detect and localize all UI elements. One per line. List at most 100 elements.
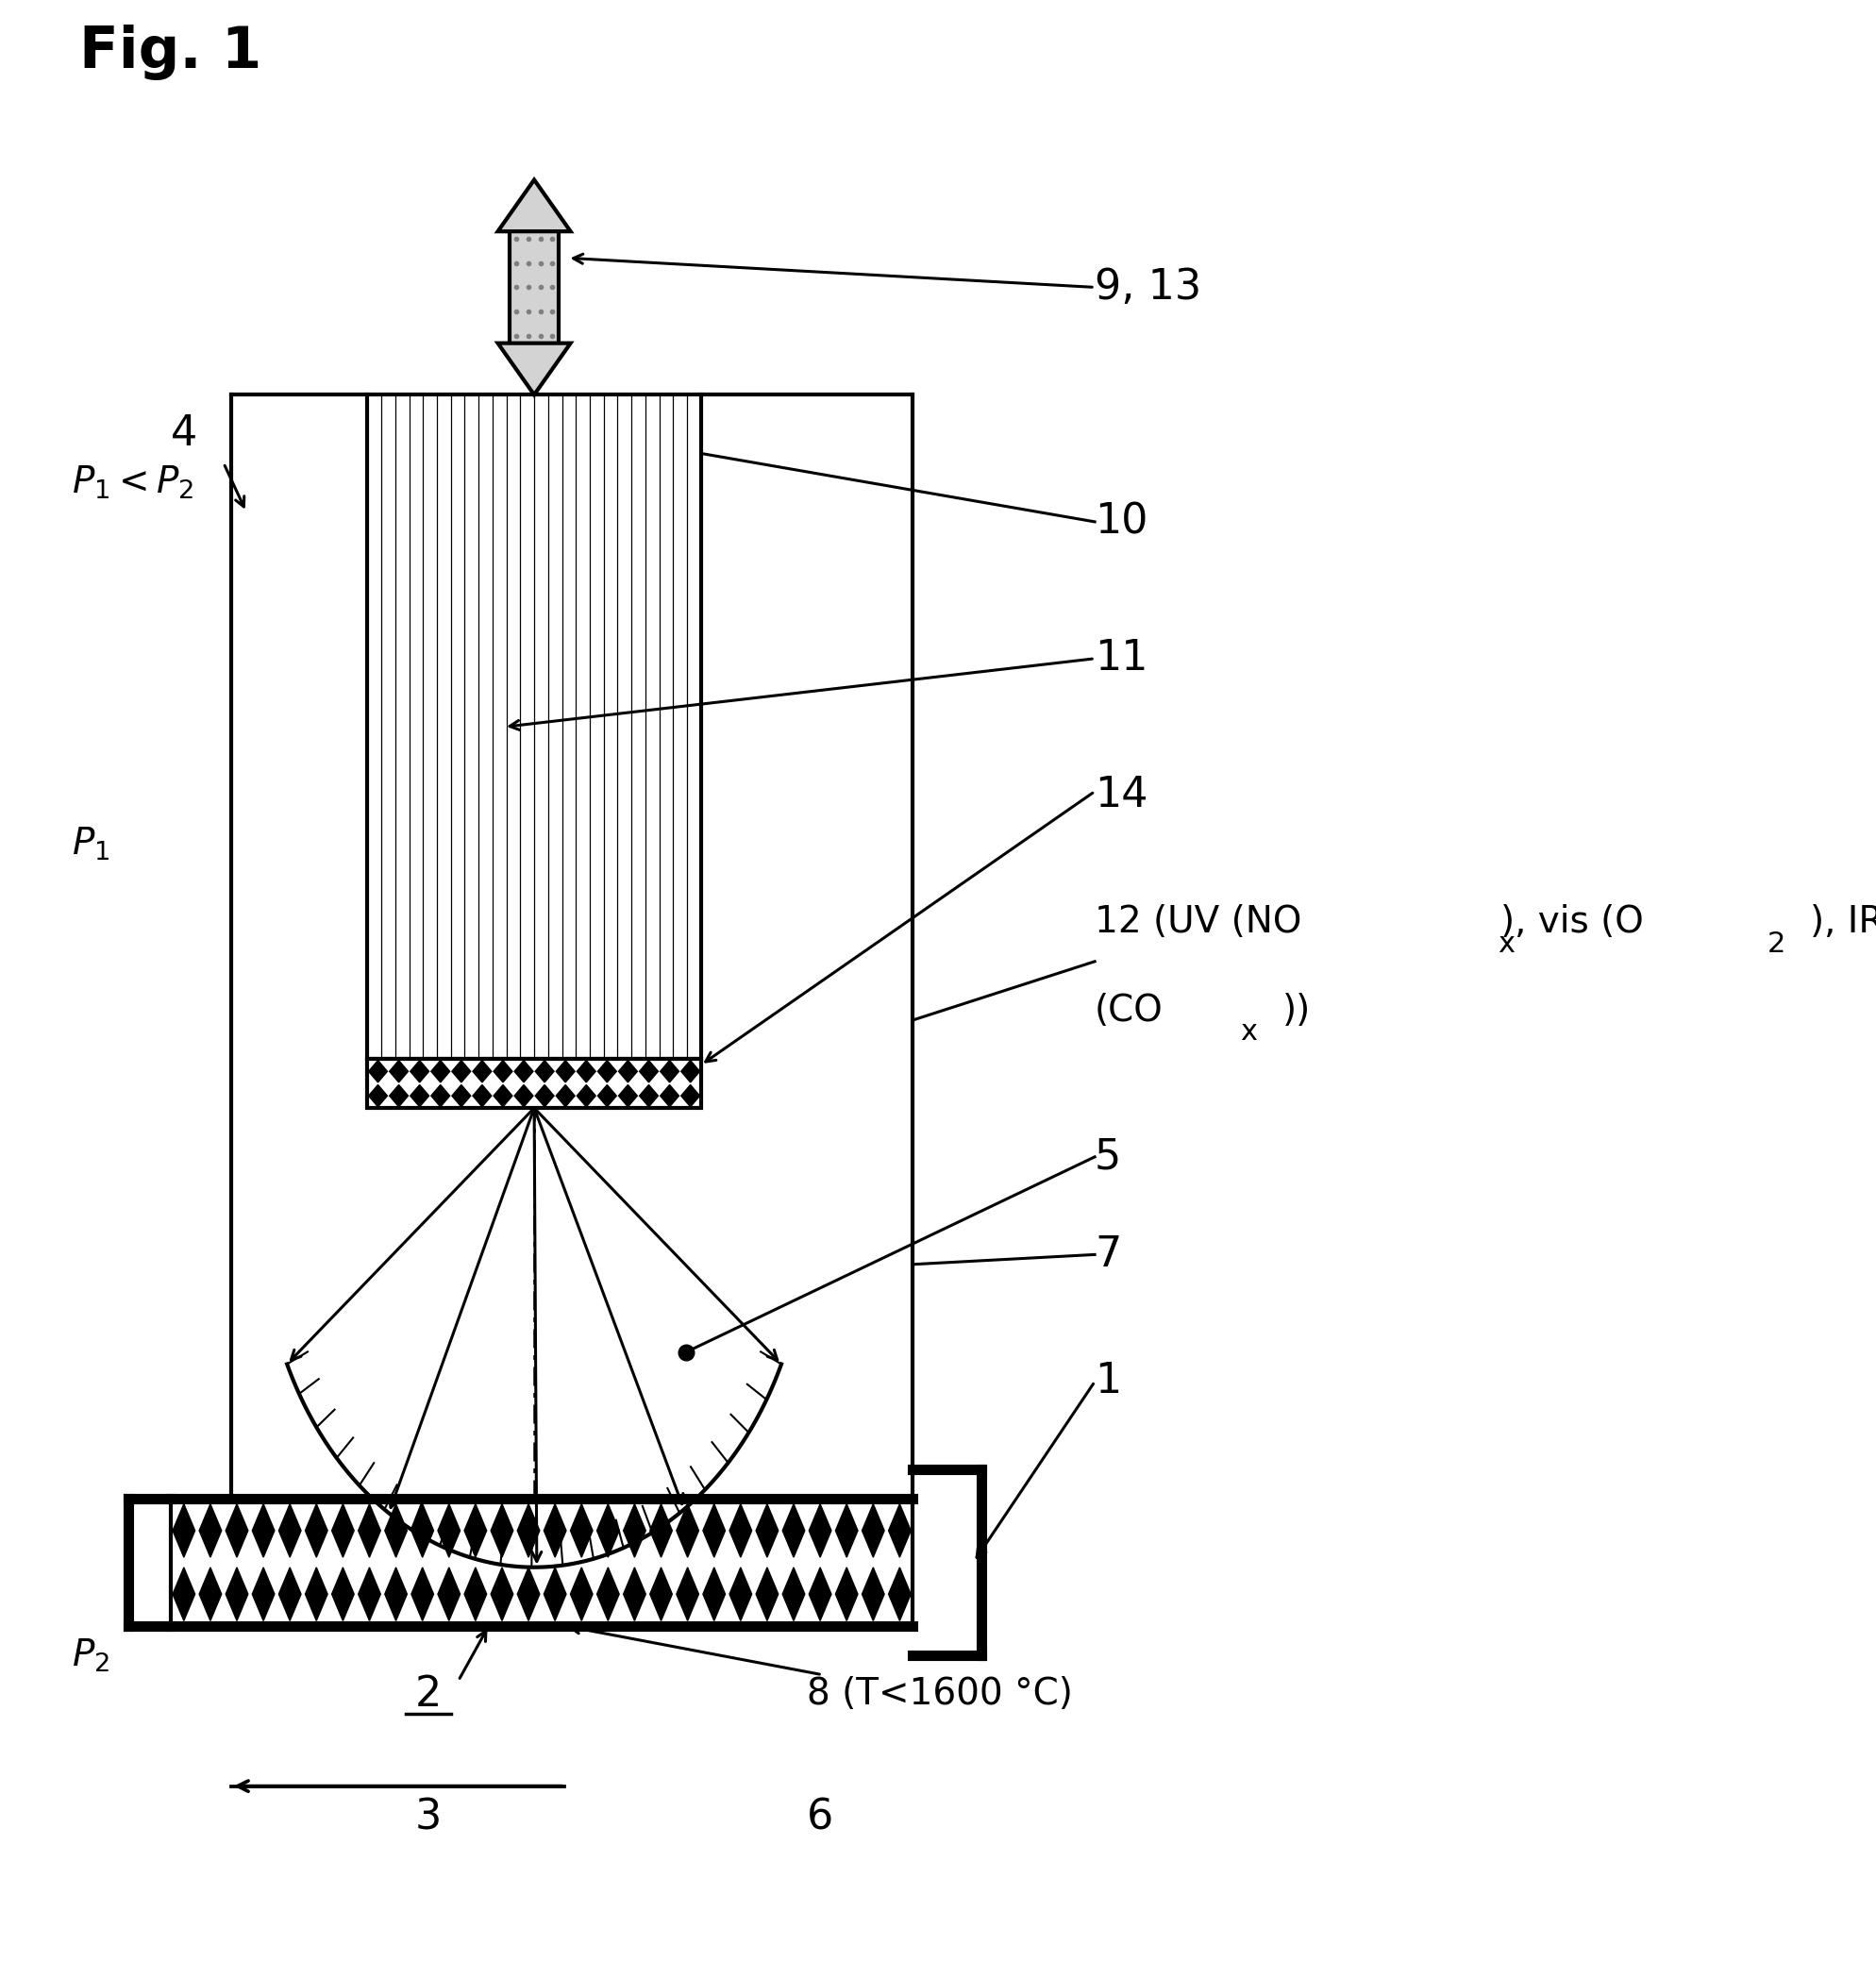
Text: 2: 2 [1767,930,1786,957]
Polygon shape [497,181,570,232]
Polygon shape [492,1505,514,1558]
Polygon shape [623,1505,645,1558]
Bar [510,224,559,351]
Polygon shape [390,1059,409,1083]
Polygon shape [385,1505,407,1558]
Polygon shape [411,1059,430,1083]
Text: $P_1$: $P_1$ [71,826,111,863]
Polygon shape [452,1085,471,1107]
Polygon shape [889,1505,912,1558]
Polygon shape [306,1568,328,1621]
Polygon shape [619,1059,638,1083]
Polygon shape [809,1505,831,1558]
Polygon shape [368,1085,386,1107]
Text: 2: 2 [415,1674,441,1715]
Text: 5: 5 [1096,1136,1122,1177]
Polygon shape [640,1085,658,1107]
Polygon shape [280,1568,300,1621]
Text: ), vis (O: ), vis (O [1501,904,1643,940]
Polygon shape [518,1568,540,1621]
Polygon shape [390,1085,409,1107]
Polygon shape [473,1085,492,1107]
Polygon shape [835,1505,857,1558]
Polygon shape [544,1568,567,1621]
Polygon shape [660,1085,679,1107]
Text: 1: 1 [1096,1362,1122,1403]
Polygon shape [473,1059,492,1083]
Text: 9, 13: 9, 13 [1096,267,1203,308]
Polygon shape [225,1568,248,1621]
Text: 14: 14 [1096,775,1148,816]
Polygon shape [385,1568,407,1621]
Polygon shape [199,1568,221,1621]
Polygon shape [544,1505,567,1558]
Text: $P_1$$<$$P_2$: $P_1$$<$$P_2$ [71,465,195,500]
Text: 8 (T<1600 °C): 8 (T<1600 °C) [807,1676,1073,1713]
Polygon shape [251,1568,274,1621]
Polygon shape [570,1505,593,1558]
Polygon shape [280,1505,300,1558]
Polygon shape [835,1568,857,1621]
Polygon shape [730,1568,752,1621]
Polygon shape [782,1568,805,1621]
Polygon shape [756,1568,779,1621]
Polygon shape [173,1505,195,1558]
Polygon shape [431,1085,450,1107]
Polygon shape [782,1505,805,1558]
Polygon shape [863,1568,884,1621]
Text: ), IR: ), IR [1810,904,1876,940]
Polygon shape [514,1059,533,1083]
Polygon shape [535,1085,553,1107]
Polygon shape [660,1059,679,1083]
Text: 6: 6 [807,1797,833,1838]
Text: 12 (UV (NO: 12 (UV (NO [1096,904,1302,940]
Text: 7: 7 [1096,1234,1122,1275]
Polygon shape [411,1085,430,1107]
Bar [368,1059,702,1109]
Polygon shape [535,1059,553,1083]
Text: )): )) [1283,993,1311,1028]
Text: 11: 11 [1096,638,1148,679]
Polygon shape [649,1505,672,1558]
Polygon shape [492,1568,514,1621]
Polygon shape [358,1505,381,1558]
Polygon shape [465,1505,486,1558]
Polygon shape [649,1568,672,1621]
Polygon shape [358,1568,381,1621]
Polygon shape [431,1059,450,1083]
Polygon shape [493,1085,512,1107]
Polygon shape [411,1505,433,1558]
Polygon shape [597,1505,619,1558]
Polygon shape [199,1505,221,1558]
Polygon shape [555,1059,574,1083]
Polygon shape [623,1568,645,1621]
Polygon shape [332,1505,355,1558]
Polygon shape [756,1505,779,1558]
Polygon shape [704,1568,726,1621]
Text: 4: 4 [171,414,197,453]
Polygon shape [640,1059,658,1083]
Polygon shape [518,1505,540,1558]
Polygon shape [704,1505,726,1558]
Polygon shape [863,1505,884,1558]
Polygon shape [681,1085,700,1107]
Polygon shape [555,1085,574,1107]
Polygon shape [809,1568,831,1621]
Polygon shape [578,1085,597,1107]
Polygon shape [598,1059,617,1083]
Polygon shape [578,1059,597,1083]
Polygon shape [225,1505,248,1558]
Polygon shape [889,1568,912,1621]
Polygon shape [677,1505,698,1558]
Polygon shape [570,1568,593,1621]
Bar [368,394,702,1059]
Polygon shape [619,1085,638,1107]
Text: x: x [1240,1018,1257,1046]
Polygon shape [452,1059,471,1083]
Polygon shape [597,1568,619,1621]
Polygon shape [368,1059,386,1083]
Polygon shape [465,1568,486,1621]
Polygon shape [437,1505,460,1558]
Polygon shape [514,1085,533,1107]
Text: 3: 3 [415,1797,441,1838]
